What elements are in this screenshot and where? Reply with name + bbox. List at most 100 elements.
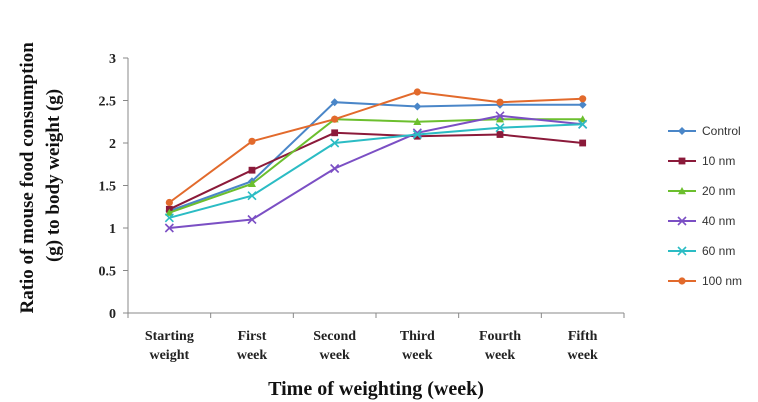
x-tick-label-line: week [320, 348, 351, 363]
data-point-stroke [247, 191, 257, 201]
data-point-stroke [495, 123, 505, 133]
data-point [578, 115, 587, 123]
series-line [168, 101, 583, 212]
data-point-stroke [164, 213, 174, 223]
legend-item: 100 nm [668, 274, 742, 288]
series-layer [164, 88, 588, 233]
data-point [412, 129, 422, 140]
data-point [248, 179, 256, 187]
legend: Control 10 nm 20 nm 40 nm 60 nm 100 nm [668, 124, 742, 288]
data-point-stroke [578, 119, 588, 129]
data-point [331, 115, 339, 123]
series-40-nm [164, 111, 588, 233]
data-point [330, 163, 340, 174]
data-point [413, 102, 422, 111]
x-tick-label-line: weight [149, 348, 189, 363]
x-tick-label-line: Second [313, 329, 356, 344]
series-line [168, 131, 583, 211]
data-point-stroke [677, 216, 687, 226]
x-tick-label-line: Starting [145, 329, 194, 344]
data-point-stroke [495, 111, 505, 121]
data-point [496, 131, 504, 138]
legend-item: 20 nm [668, 184, 735, 198]
y-tick-label: 1.5 [99, 180, 117, 195]
data-point [330, 98, 339, 107]
x-axis-title: Time of weighting (week) [268, 378, 484, 400]
x-tick-label: Fifth week [568, 329, 599, 363]
data-point [165, 198, 173, 207]
data-point [495, 123, 505, 133]
legend-label: Control [702, 124, 741, 138]
data-point [164, 223, 174, 233]
series-20-nm [165, 115, 587, 216]
data-point [165, 208, 174, 216]
data-point [579, 95, 587, 103]
legend-label: 60 nm [702, 244, 735, 258]
chart-axes [127, 58, 624, 314]
x-tick-label: Second week [313, 329, 356, 363]
y-tick-label: 3 [109, 52, 116, 67]
legend-item: Control [668, 124, 741, 138]
data-point [579, 139, 587, 147]
x-tick-label-line: week [402, 348, 433, 363]
x-tick-label-line: week [568, 348, 599, 363]
data-point-stroke [330, 163, 340, 174]
y-axis-title-line-1: Ratio of mouse food consumption [17, 42, 38, 314]
data-point [247, 191, 257, 201]
data-point [578, 100, 587, 109]
x-tick-label: First week [237, 329, 268, 363]
legend-label: 10 nm [702, 154, 735, 168]
series-60-nm [164, 119, 588, 223]
series-line [169, 114, 583, 229]
data-point [413, 88, 421, 96]
series-line [169, 118, 583, 214]
x-tick-label-line: First [238, 329, 267, 344]
data-point [413, 132, 421, 140]
legend-item: 40 nm [668, 214, 735, 228]
data-point [331, 129, 339, 137]
x-ticks: Starting weight First week Second week Third we… [127, 313, 625, 363]
x-tick-label: Starting weight [145, 329, 194, 363]
data-point-stroke [330, 138, 340, 148]
series-100-nm [165, 88, 587, 207]
y-tick-label: 1 [109, 222, 116, 237]
y-axis-title: Ratio of mouse food consumption (g) to b… [17, 37, 64, 313]
x-tick-label-line: Fourth [479, 329, 521, 344]
x-tick-label: Third week [400, 329, 435, 363]
x-tick-label-line: Third [400, 329, 435, 344]
data-point-stroke [164, 223, 174, 233]
series-line [169, 123, 583, 219]
data-point [678, 187, 686, 195]
data-point [496, 98, 504, 106]
data-point [495, 111, 505, 121]
data-point [677, 246, 687, 256]
data-point-stroke [412, 129, 422, 140]
y-axis-title-line-2: (g) to body weight (g) [43, 89, 64, 262]
y-ticks: 0 0.5 1 1.5 2 2.5 3 [99, 52, 128, 322]
series-control [165, 98, 587, 215]
y-tick-label: 2 [109, 137, 116, 152]
series-10-nm [165, 129, 587, 213]
x-tick-label-line: week [237, 348, 268, 363]
legend-label: 40 nm [702, 214, 735, 228]
data-point [496, 115, 504, 123]
data-point [330, 138, 340, 148]
y-tick-label: 2.5 [99, 95, 117, 110]
x-tick-label-line: Fifth [568, 329, 598, 344]
data-point [247, 214, 257, 225]
data-point [677, 216, 687, 226]
data-point [413, 117, 422, 125]
data-point [248, 166, 256, 174]
data-point [578, 119, 588, 129]
y-tick-label: 0 [109, 307, 116, 322]
data-point-stroke [677, 246, 687, 256]
data-point [678, 157, 686, 165]
x-tick-label: Fourth week [479, 329, 521, 363]
x-tick-label-line: week [485, 348, 516, 363]
legend-item: 10 nm [668, 154, 735, 168]
data-point [248, 137, 256, 145]
data-point-stroke [247, 214, 257, 225]
data-point [678, 127, 686, 135]
y-tick-label: 0.5 [99, 265, 117, 280]
